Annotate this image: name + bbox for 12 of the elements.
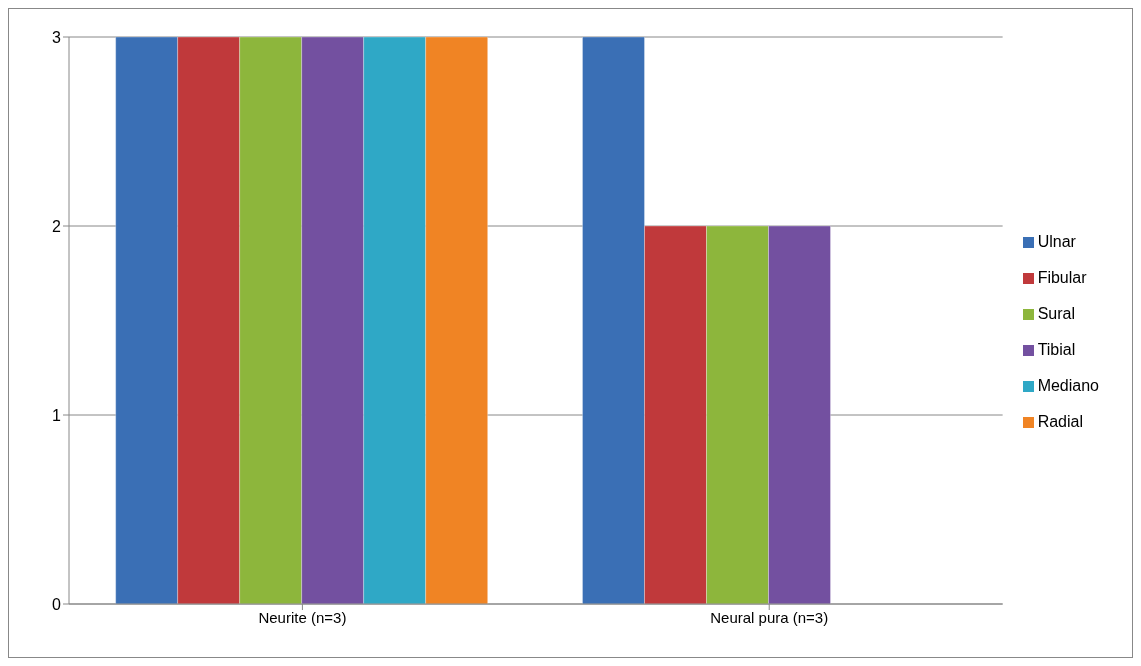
x-tick-label: Neurite (n=3) [258, 608, 347, 626]
y-tick-label: 1 [52, 406, 62, 424]
legend-label: Sural [1037, 304, 1075, 322]
y-tick-label: 2 [52, 217, 62, 235]
legend-label: Ulnar [1037, 232, 1076, 250]
y-tick-label: 0 [52, 595, 62, 613]
legend-label: Tibial [1037, 340, 1076, 358]
y-tick-label: 3 [52, 28, 62, 46]
x-tick-label: Neural pura (n=3) [710, 608, 829, 626]
legend-label: Radial [1037, 412, 1083, 430]
legend-label: Fibular [1037, 268, 1087, 286]
legend-label: Mediano [1037, 376, 1099, 394]
